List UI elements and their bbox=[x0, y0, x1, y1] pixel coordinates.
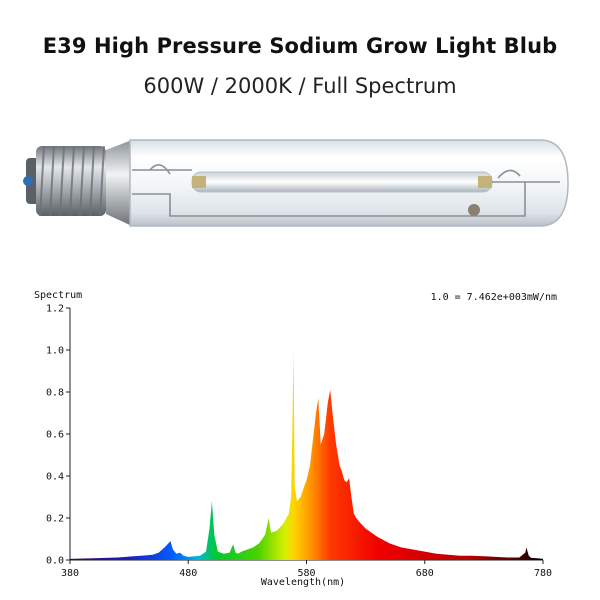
page-title: E39 High Pressure Sodium Grow Light Blub bbox=[42, 34, 558, 58]
y-tick-label: 0.4 bbox=[46, 472, 64, 483]
x-tick-label: 780 bbox=[534, 568, 552, 579]
y-tick-label: 0.2 bbox=[46, 514, 64, 525]
x-tick-label: 680 bbox=[416, 568, 434, 579]
x-tick-label: 580 bbox=[297, 568, 315, 579]
y-tick-label: 0.0 bbox=[46, 556, 64, 567]
spectrum-chart: 380 480 580 680 780 0.0 0.2 0.4 0.6 0.8 1.0 1.2 Spe… bbox=[34, 290, 557, 588]
getter-dot bbox=[468, 204, 480, 216]
screw-base bbox=[23, 140, 132, 226]
y-tick-label: 1.0 bbox=[46, 346, 64, 357]
spectrum-area bbox=[70, 350, 543, 560]
page-subtitle: 600W / 2000K / Full Spectrum bbox=[143, 74, 457, 98]
x-tick-label: 480 bbox=[179, 568, 197, 579]
y-tick-label: 1.2 bbox=[46, 304, 64, 315]
x-axis-label: Wavelength(nm) bbox=[261, 577, 345, 588]
scale-annotation: 1.0 = 7.462e+003mW/nm bbox=[431, 292, 557, 303]
arc-tube bbox=[191, 171, 493, 193]
support-frame bbox=[132, 164, 560, 217]
chart-ticks: 380 480 580 680 780 0.0 0.2 0.4 0.6 0.8 1.0 1.2 bbox=[46, 304, 552, 580]
y-tick-label: 0.8 bbox=[46, 388, 64, 399]
y-tick-label: 0.6 bbox=[46, 430, 64, 441]
y-axis-label: Spectrum bbox=[34, 290, 82, 301]
x-tick-label: 380 bbox=[61, 568, 79, 579]
hps-lamp-bulb-icon bbox=[23, 139, 569, 227]
